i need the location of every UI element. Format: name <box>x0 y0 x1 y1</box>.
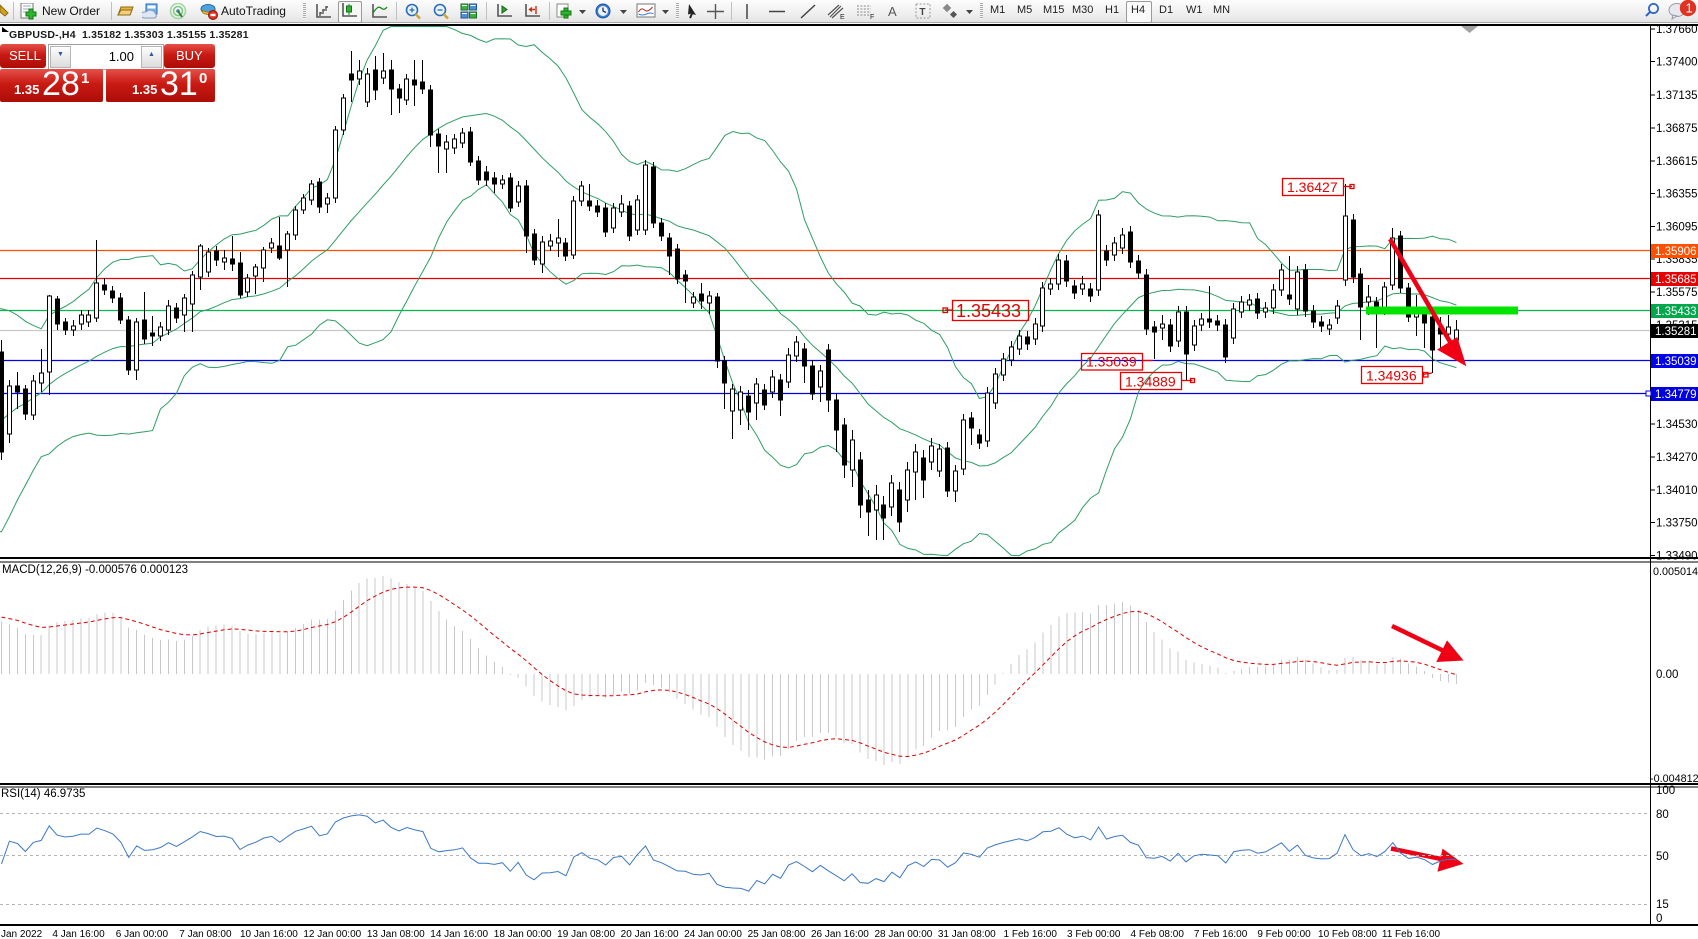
svg-text:1.33750: 1.33750 <box>1656 518 1698 530</box>
svg-text:11 Feb 16:00: 11 Feb 16:00 <box>1382 929 1441 939</box>
svg-text:1.34530: 1.34530 <box>1656 419 1698 431</box>
svg-text:1.36355: 1.36355 <box>1656 189 1698 201</box>
svg-text:24 Jan 00:00: 24 Jan 00:00 <box>684 929 742 939</box>
svg-text:10 Feb 08:00: 10 Feb 08:00 <box>1318 929 1377 939</box>
svg-text:0.00: 0.00 <box>1656 669 1678 681</box>
svg-text:1.35039: 1.35039 <box>1086 354 1137 370</box>
svg-text:25 Jan 08:00: 25 Jan 08:00 <box>748 929 806 939</box>
svg-text:1.37400: 1.37400 <box>1656 57 1698 69</box>
svg-text:7 Feb 16:00: 7 Feb 16:00 <box>1194 929 1248 939</box>
svg-text:9 Feb 00:00: 9 Feb 00:00 <box>1257 929 1311 939</box>
svg-text:31 Jan 08:00: 31 Jan 08:00 <box>938 929 996 939</box>
svg-text:1.36875: 1.36875 <box>1656 123 1698 135</box>
svg-text:RSI(14) 46.9735: RSI(14) 46.9735 <box>1 788 85 800</box>
svg-text:1 Feb 16:00: 1 Feb 16:00 <box>1004 929 1058 939</box>
svg-text:6 Jan 00:00: 6 Jan 00:00 <box>116 929 169 939</box>
svg-text:4 Feb 08:00: 4 Feb 08:00 <box>1131 929 1185 939</box>
svg-text:1.34010: 1.34010 <box>1656 485 1698 497</box>
svg-text:15: 15 <box>1656 899 1669 911</box>
svg-text:-0.004812: -0.004812 <box>1650 773 1698 785</box>
svg-text:MACD(12,26,9) -0.000576 0.0001: MACD(12,26,9) -0.000576 0.000123 <box>2 564 188 576</box>
svg-text:1.35433: 1.35433 <box>956 301 1021 321</box>
svg-text:1.34889: 1.34889 <box>1125 374 1176 390</box>
svg-text:26 Jan 16:00: 26 Jan 16:00 <box>811 929 869 939</box>
svg-text:1.36615: 1.36615 <box>1656 156 1698 168</box>
svg-text:50: 50 <box>1656 851 1669 863</box>
svg-text:10 Jan 16:00: 10 Jan 16:00 <box>240 929 298 939</box>
svg-text:1.36427: 1.36427 <box>1287 179 1338 195</box>
svg-text:T: T <box>919 7 925 18</box>
svg-text:19 Jan 08:00: 19 Jan 08:00 <box>557 929 615 939</box>
svg-text:14 Jan 16:00: 14 Jan 16:00 <box>430 929 488 939</box>
svg-text:1.34936: 1.34936 <box>1366 368 1417 384</box>
svg-text:1.35575: 1.35575 <box>1656 287 1698 299</box>
svg-text:80: 80 <box>1656 809 1669 821</box>
svg-text:1.34779: 1.34779 <box>1655 389 1697 401</box>
svg-text:1.33490: 1.33490 <box>1656 550 1698 562</box>
svg-text:1.37660: 1.37660 <box>1656 24 1698 36</box>
svg-text:E: E <box>840 14 845 20</box>
svg-text:1.35281: 1.35281 <box>1655 326 1697 338</box>
svg-text:1: 1 <box>1686 1 1693 16</box>
svg-text:1.35433: 1.35433 <box>1655 306 1697 318</box>
svg-text:1.35039: 1.35039 <box>1655 356 1697 368</box>
svg-text:1.34270: 1.34270 <box>1656 452 1698 464</box>
svg-text:28 Jan 00:00: 28 Jan 00:00 <box>874 929 932 939</box>
svg-text:1.35906: 1.35906 <box>1655 246 1697 258</box>
svg-text:1.36095: 1.36095 <box>1656 221 1698 233</box>
svg-text:F: F <box>870 14 874 20</box>
svg-text:13 Jan 08:00: 13 Jan 08:00 <box>367 929 425 939</box>
svg-text:0: 0 <box>1656 913 1662 925</box>
svg-text:0.005014: 0.005014 <box>1653 566 1698 578</box>
svg-text:3 Feb 00:00: 3 Feb 00:00 <box>1067 929 1121 939</box>
svg-text:7 Jan 08:00: 7 Jan 08:00 <box>179 929 232 939</box>
svg-text:1.35685: 1.35685 <box>1655 274 1697 286</box>
svg-text:12 Jan 00:00: 12 Jan 00:00 <box>303 929 361 939</box>
svg-text:Jan 2022: Jan 2022 <box>1 929 43 939</box>
svg-text:4 Jan 16:00: 4 Jan 16:00 <box>52 929 105 939</box>
svg-text:1.37135: 1.37135 <box>1656 90 1698 102</box>
svg-text:18 Jan 00:00: 18 Jan 00:00 <box>494 929 552 939</box>
svg-text:100: 100 <box>1656 785 1675 797</box>
svg-text:20 Jan 16:00: 20 Jan 16:00 <box>621 929 679 939</box>
